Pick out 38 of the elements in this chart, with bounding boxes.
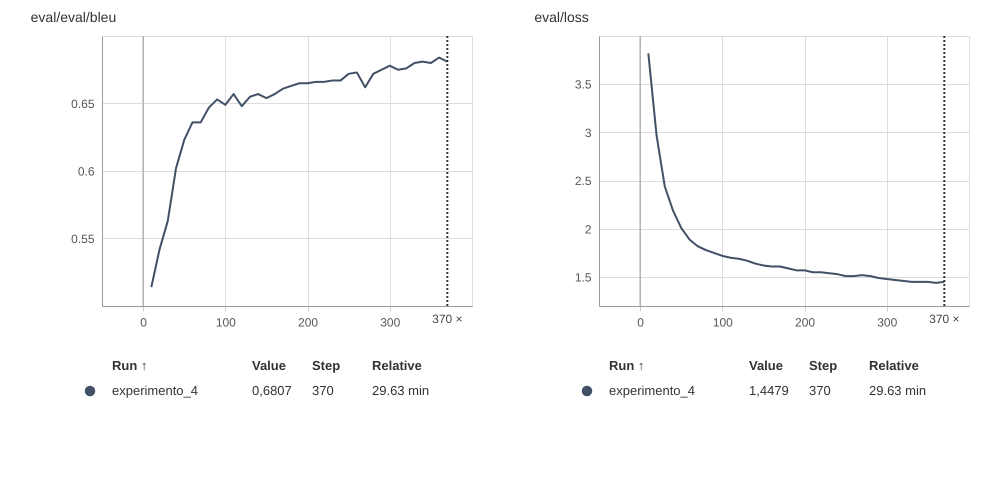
text: 370 bbox=[809, 383, 831, 398]
text: Step bbox=[809, 358, 838, 373]
line-series bbox=[150, 56, 448, 288]
x-tick-label: 100 bbox=[712, 316, 734, 330]
x-tick-label: 0 bbox=[637, 316, 644, 330]
text: 370 bbox=[312, 383, 334, 398]
x-tick-label: 0 bbox=[140, 316, 148, 330]
y-tick-label: 2 bbox=[584, 222, 592, 236]
text: Step bbox=[312, 358, 340, 373]
y-tick-label: 3.5 bbox=[574, 78, 592, 92]
text: Value bbox=[252, 358, 286, 373]
y-tick-label: 0.55 bbox=[71, 232, 95, 246]
ref-line-label: 370 × bbox=[432, 312, 463, 326]
legend-label: experimento_4 bbox=[609, 383, 695, 398]
chart-title: eval/loss bbox=[534, 9, 589, 25]
x-tick-label: 200 bbox=[795, 316, 816, 330]
y-tick-label: 0.6 bbox=[78, 164, 95, 178]
legend-label: experimento_4 bbox=[112, 383, 198, 398]
text: 1,4479 bbox=[749, 383, 789, 398]
text: Run ↑ bbox=[609, 358, 644, 373]
text: 29.63 min bbox=[869, 383, 926, 398]
x-tick-label: 100 bbox=[216, 316, 236, 330]
y-tick-label: 3 bbox=[584, 126, 592, 140]
text: 0,6807 bbox=[252, 383, 292, 398]
text: Run ↑ bbox=[112, 358, 148, 373]
text: Relative bbox=[372, 358, 422, 373]
chart-title: eval/eval/bleu bbox=[30, 9, 116, 25]
text: Relative bbox=[869, 358, 919, 373]
x-tick-label: 300 bbox=[877, 316, 898, 330]
x-tick-label: 200 bbox=[298, 316, 318, 330]
y-tick-label: 2.5 bbox=[574, 174, 592, 188]
line-series bbox=[647, 52, 946, 284]
ref-line-label: 370 × bbox=[929, 312, 960, 326]
x-tick-label: 300 bbox=[380, 316, 401, 330]
text: 29.63 min bbox=[372, 383, 430, 398]
text: Value bbox=[749, 358, 783, 373]
y-tick-label: 1.5 bbox=[574, 270, 592, 285]
y-tick-label: 0.65 bbox=[71, 97, 95, 111]
